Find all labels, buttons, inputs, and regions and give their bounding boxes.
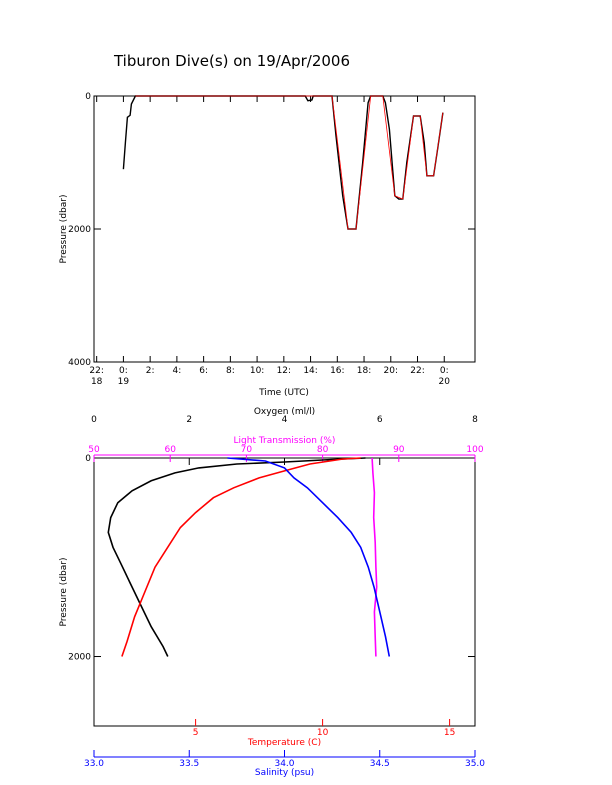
x-tick-label: 2: xyxy=(146,366,155,376)
y-tick-label: 2000 xyxy=(68,225,91,235)
x-axis-label: Time (UTC) xyxy=(258,388,309,398)
x-tick-label: 6: xyxy=(199,366,208,376)
x-tick-label-light: 80 xyxy=(317,445,329,455)
x-tick-label-light: 50 xyxy=(88,445,100,455)
x-tick-label-light: 100 xyxy=(466,445,483,455)
y-axis-label: Pressure (dbar) xyxy=(59,195,69,264)
x-tick-label: 19 xyxy=(118,377,130,387)
axis-label-oxygen: Oxygen (ml/l) xyxy=(254,407,315,417)
series-line-pressure_fit xyxy=(135,95,444,230)
y-tick-label: 0 xyxy=(85,454,91,464)
axis-label-salinity: Salinity (psu) xyxy=(255,768,314,778)
x-tick-label-light: 60 xyxy=(164,445,176,455)
series-line-pressure_line xyxy=(122,95,444,230)
x-tick-label-oxygen: 8 xyxy=(472,415,478,425)
x-tick-label-temperature: 10 xyxy=(317,728,329,738)
series-group xyxy=(107,457,391,657)
x-tick-label: 18: xyxy=(357,366,371,376)
x-tick-label: 20 xyxy=(439,377,451,387)
x-tick-label: 0: xyxy=(440,366,449,376)
x-tick-label-light: 90 xyxy=(393,445,405,455)
x-tick-label-temperature: 5 xyxy=(193,728,199,738)
plot-frame xyxy=(93,95,476,363)
x-tick-label-salinity: 34.0 xyxy=(274,759,294,769)
profile-line-oxygen xyxy=(107,457,366,657)
x-tick-label: 16: xyxy=(330,366,344,376)
x-tick-label: 4: xyxy=(173,366,182,376)
x-tick-label-salinity: 34.5 xyxy=(370,759,390,769)
x-tick-label: 20: xyxy=(384,366,398,376)
plot-frame xyxy=(93,457,476,727)
x-tick-label-salinity: 33.0 xyxy=(84,759,104,769)
x-tick-label: 14: xyxy=(303,366,317,376)
profiles-chart: 0 2000 0 2 4 6 8 Oxygen (ml/l) 50 60 70 80 90 100 Lig… xyxy=(59,407,485,778)
x-tick-label-oxygen: 0 xyxy=(91,415,97,425)
chart-title: Tiburon Dive(s) on 19/Apr/2006 xyxy=(113,52,350,70)
x-tick-label: 22: xyxy=(410,366,424,376)
x-tick-label: 12: xyxy=(277,366,291,376)
x-tick-label-salinity: 35.0 xyxy=(465,759,485,769)
x-tick-label-oxygen: 6 xyxy=(377,415,383,425)
x-tick-label-salinity: 33.5 xyxy=(179,759,199,769)
profile-line-light xyxy=(371,457,378,657)
profile-line-temperature xyxy=(121,457,361,657)
y-tick-label: 0 xyxy=(85,92,91,102)
axis-label-temperature: Temperature (C) xyxy=(247,738,321,748)
x-ticks: 22:180:192: 4: 6: 8: 10: 12: 14: 16: 18: 20: 22: 0:… xyxy=(89,96,450,387)
x-tick-label-temperature: 15 xyxy=(444,728,455,738)
x-tick-label-light: 70 xyxy=(241,445,253,455)
x-tick-label: 8: xyxy=(226,366,235,376)
x-tick-label: 0: xyxy=(119,366,128,376)
y-tick-label: 2000 xyxy=(68,653,91,663)
series-group xyxy=(122,95,444,230)
profile-line-salinity xyxy=(227,457,391,657)
y-tick-label: 4000 xyxy=(68,358,91,368)
x-tick-label-oxygen: 4 xyxy=(282,415,288,425)
x-tick-label-oxygen: 2 xyxy=(186,415,192,425)
axis-label-light: Light Transmission (%) xyxy=(234,436,336,446)
y-axis-label: Pressure (dbar) xyxy=(59,558,69,627)
x-tick-label: 22: xyxy=(89,366,103,376)
y-ticks: 0 2000 4000 xyxy=(68,92,475,368)
y-ticks: 0 2000 xyxy=(68,454,475,663)
x-tick-label: 18 xyxy=(91,377,103,387)
x-tick-label: 10: xyxy=(250,366,264,376)
